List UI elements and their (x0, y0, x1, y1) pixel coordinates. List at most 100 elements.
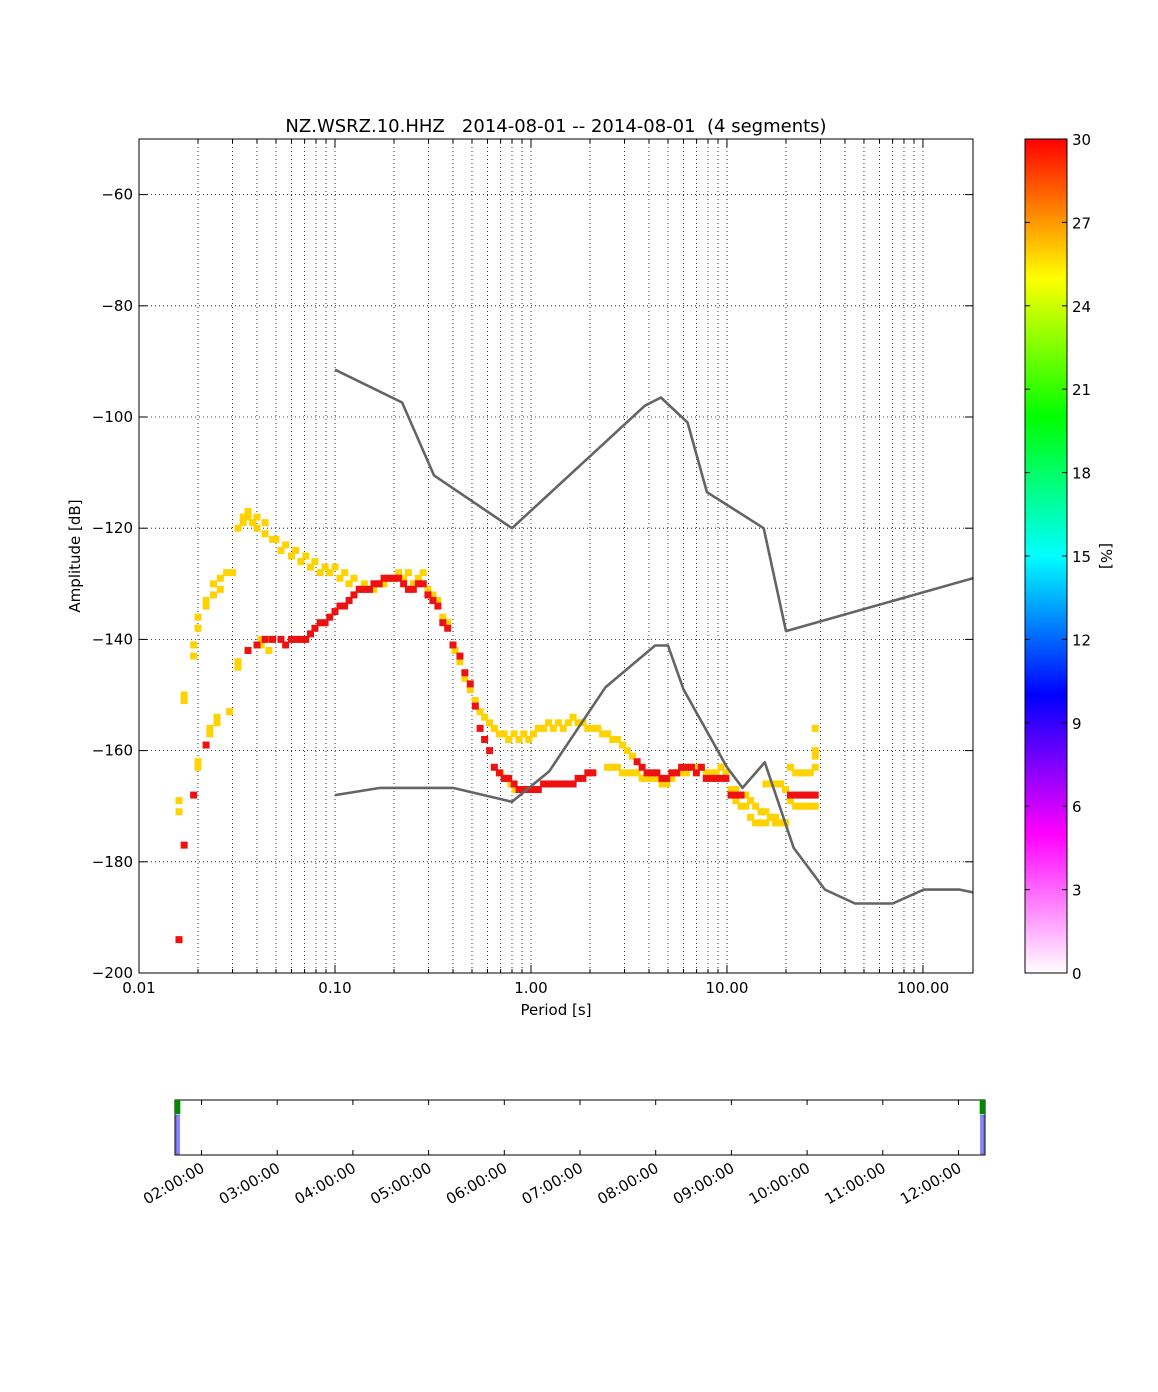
timeline-tick-label: 02:00:00 (140, 1159, 207, 1208)
density-cell-yellow (321, 563, 329, 571)
density-cell-red (434, 602, 442, 610)
density-cell-yellow (712, 769, 720, 777)
density-cell-red (331, 608, 339, 616)
timeline-segment-available (175, 1100, 181, 1114)
density-cell-yellow (404, 569, 412, 577)
density-cell-yellow (210, 580, 218, 588)
density-cell-yellow (628, 769, 636, 777)
x-tick-label: 0.10 (318, 979, 351, 997)
density-cell-yellow (316, 569, 324, 577)
density-cell-red (409, 585, 417, 593)
density-cell-yellow (257, 635, 265, 643)
density-cell-yellow (239, 519, 247, 527)
density-cell-yellow (261, 519, 269, 527)
density-cell-yellow (569, 713, 577, 721)
density-cell-yellow (801, 802, 809, 810)
timeline-segment-processed (980, 1114, 985, 1155)
density-cell-yellow (350, 574, 358, 582)
density-cell-yellow (599, 730, 607, 738)
density-cell-yellow (811, 752, 819, 760)
density-cell-yellow (796, 769, 804, 777)
density-cell-yellow (559, 724, 567, 732)
density-cell-red (190, 791, 198, 799)
density-cell-red (385, 574, 393, 582)
timeline-tick-label: 08:00:00 (594, 1159, 661, 1208)
y-tick-label: −140 (92, 630, 133, 648)
density-cell-yellow (777, 819, 785, 827)
density-cell-yellow (772, 813, 780, 821)
density-cell-red (737, 791, 745, 799)
density-cell-red (307, 630, 315, 638)
density-cell-yellow (395, 569, 403, 577)
density-cell-yellow (702, 769, 710, 777)
density-cell-yellow (234, 663, 242, 671)
density-cell-red (277, 635, 285, 643)
density-cell-red (292, 635, 300, 643)
density-cell-red (360, 585, 368, 593)
density-cell-yellow (234, 658, 242, 666)
density-cell-yellow (757, 819, 765, 827)
noise-models (334, 368, 973, 905)
density-cell-yellow (194, 763, 202, 771)
density-cell-yellow (223, 569, 231, 577)
density-cell-red (638, 763, 646, 771)
colorbar-tick-label: 24 (1072, 298, 1091, 316)
density-cell-yellow (806, 802, 814, 810)
density-cell-yellow (345, 580, 353, 588)
density-cell-yellow (618, 741, 626, 749)
density-cell-red (540, 780, 548, 788)
density-cell-red (288, 635, 296, 643)
density-cell-yellow (272, 535, 280, 543)
density-cell-yellow (796, 802, 804, 810)
density-cell-yellow (777, 780, 785, 788)
density-cell-red (505, 774, 513, 782)
density-cell-yellow (801, 769, 809, 777)
y-axis-label: Amplitude [dB] (66, 499, 84, 612)
density-cell-red (282, 641, 290, 649)
density-cell-yellow (336, 574, 344, 582)
density-cell-red (811, 791, 819, 799)
density-cell-red (712, 774, 720, 782)
density-cell-yellow (540, 724, 548, 732)
density-cell-yellow (692, 763, 700, 771)
density-cell-red (380, 574, 388, 582)
density-cell-yellow (762, 819, 770, 827)
density-cell-yellow (623, 747, 631, 755)
density-cell-yellow (762, 780, 770, 788)
density-cell-yellow (244, 508, 252, 516)
colorbar-tick-label: 21 (1072, 381, 1091, 399)
density-cell-yellow (456, 658, 464, 666)
density-cell-red (787, 791, 795, 799)
timeline-tick-label: 10:00:00 (746, 1159, 813, 1208)
density-cell-yellow (239, 513, 247, 521)
chart-title: NZ.WSRZ.10.HHZ 2014-08-01 -- 2014-08-01 … (285, 116, 826, 137)
density-cell-red (643, 769, 651, 777)
density-cell-yellow (253, 513, 261, 521)
density-cell-red (400, 580, 408, 588)
density-cell-yellow (722, 769, 730, 777)
density-cell-red (350, 591, 358, 599)
density-cell-red (792, 791, 800, 799)
density-cell-red (668, 769, 676, 777)
density-cell-yellow (194, 624, 202, 632)
density-cell-red (321, 619, 329, 627)
density-cell-yellow (613, 763, 621, 771)
density-cell-yellow (226, 708, 234, 716)
density-cell-yellow (534, 724, 542, 732)
noise-model-nhnm (334, 368, 973, 633)
density-cell-yellow (194, 613, 202, 621)
density-cell-red (554, 780, 562, 788)
density-cell-yellow (302, 552, 310, 560)
density-cell-red (490, 763, 498, 771)
density-cell-yellow (604, 763, 612, 771)
density-cell-yellow (180, 697, 188, 705)
density-cell-yellow (265, 647, 273, 655)
density-cell-red (510, 780, 518, 788)
density-cell-red (687, 763, 695, 771)
density-cell-red (500, 774, 508, 782)
density-cell-yellow (414, 574, 422, 582)
density-cell-red (697, 763, 705, 771)
density-cell-yellow (643, 774, 651, 782)
density-cell-yellow (772, 819, 780, 827)
density-cell-yellow (471, 697, 479, 705)
